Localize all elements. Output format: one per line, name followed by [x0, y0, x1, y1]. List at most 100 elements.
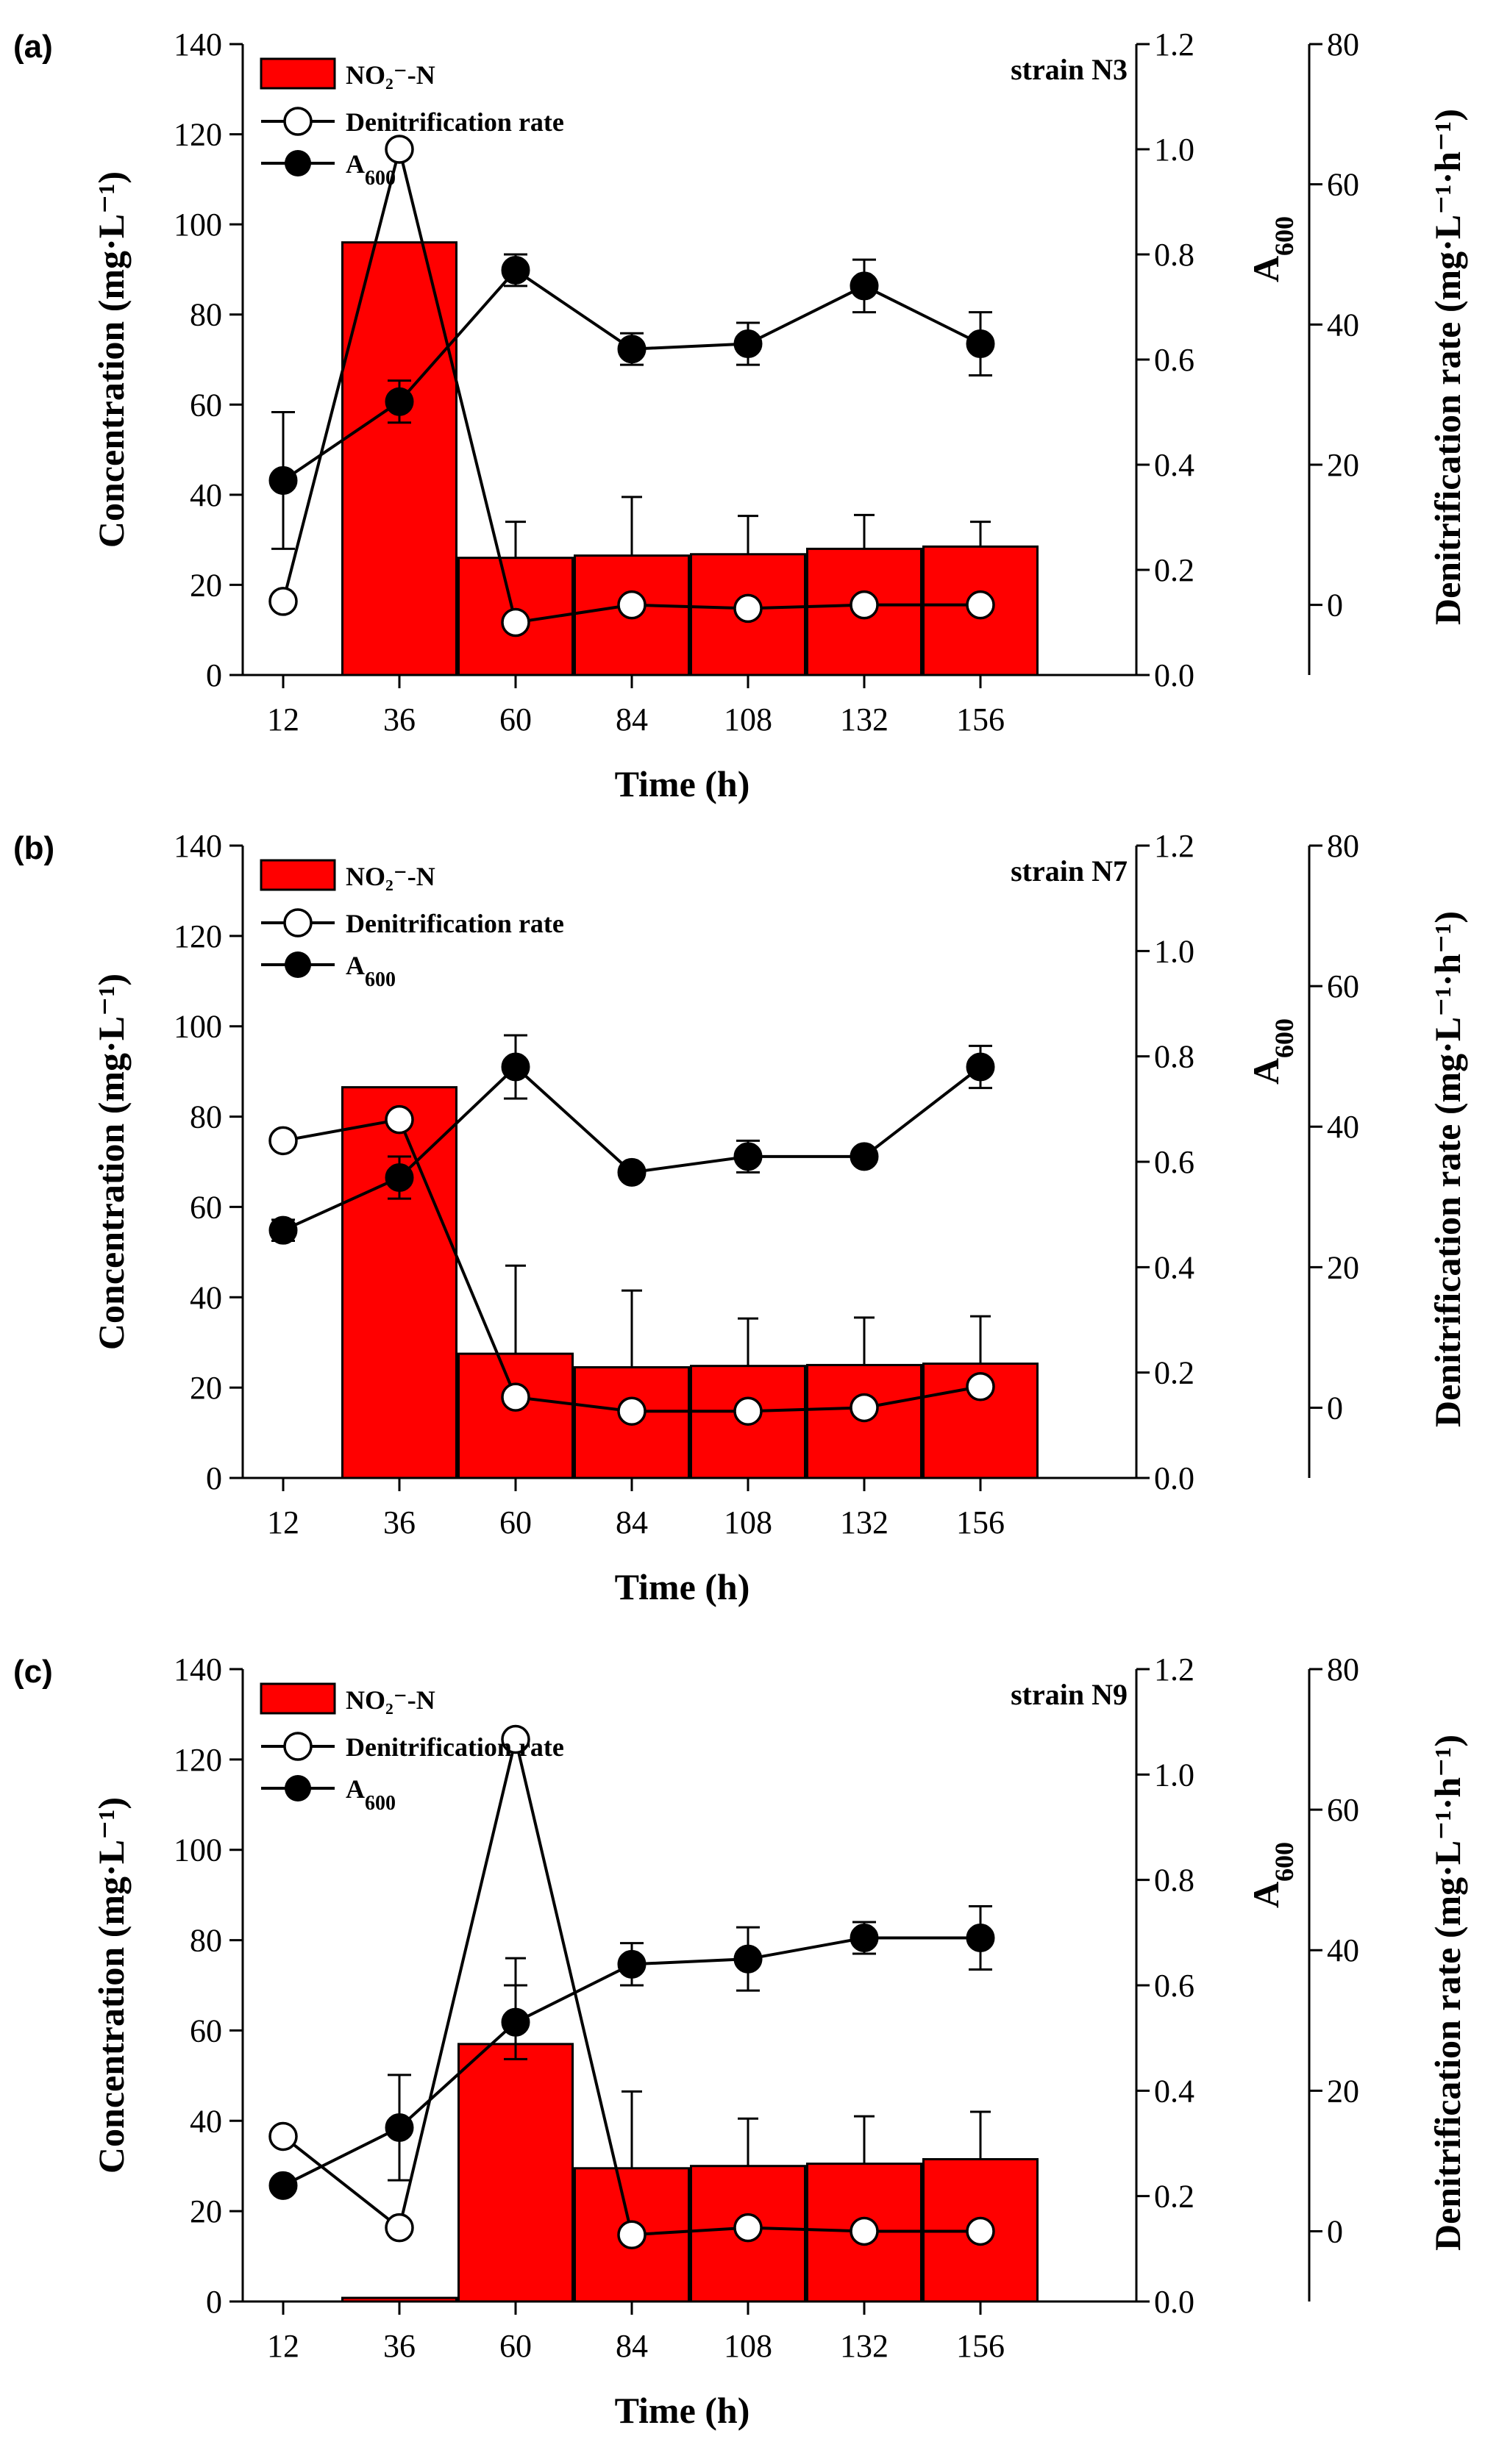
left-tick-label: 20	[190, 2193, 222, 2229]
nitrite-bar	[457, 2043, 574, 2303]
rate-tick-label: 0	[1327, 2213, 1343, 2249]
panel-label: (b)	[13, 830, 54, 866]
legend-swatch-nitrite	[260, 859, 336, 891]
rate-tick-label: 60	[1327, 968, 1359, 1004]
a600-tick-label: 0.4	[1154, 1249, 1194, 1285]
a600-point	[733, 1944, 763, 1974]
a600-tick-label: 1.2	[1154, 1651, 1194, 1688]
x-tick-label: 36	[383, 701, 416, 738]
chart-panel-strain-n3: 0 20 40 60 80 100 120 140 0.0 0.2 0.4 0.6 0.8 1.0 1.2 0…	[13, 26, 1468, 804]
left-tick-label: 80	[190, 297, 222, 333]
rate-point	[268, 587, 298, 616]
x-tick-label: 156	[956, 701, 1005, 738]
left-tick-label: 120	[174, 117, 222, 153]
a600-tick-label: 0.2	[1154, 552, 1194, 588]
x-tick-label: 12	[267, 1504, 299, 1540]
x-tick-label: 132	[840, 1504, 888, 1540]
rate-tick-label: 20	[1327, 447, 1359, 483]
rate-tick-label: 40	[1327, 307, 1359, 343]
rate-axis-title: Denitrification rate (mg·L⁻¹·h⁻¹)	[1427, 1735, 1468, 2251]
nitrite-bar	[341, 2296, 457, 2303]
left-tick-label: 140	[174, 1651, 222, 1688]
legend-swatch-nitrite	[260, 1682, 336, 1715]
x-tick-label: 12	[267, 701, 299, 738]
rate-tick-label: 20	[1327, 2073, 1359, 2109]
strain-label: strain N7	[1011, 854, 1128, 888]
a600-point	[850, 271, 879, 301]
panel-label: (a)	[13, 29, 53, 65]
legend-label-nitrite: NO₂⁻-N	[346, 862, 435, 891]
a600-point	[385, 1163, 414, 1192]
left-tick-label: 120	[174, 1742, 222, 1778]
x-tick-label: 132	[840, 2328, 888, 2364]
a600-point	[268, 1215, 298, 1245]
chart-panel-strain-n7: 0 20 40 60 80 100 120 140 0.0 0.2 0.4 0.6 0.8 1.0 1.2 0…	[13, 828, 1468, 1607]
rate-point	[966, 1372, 995, 1401]
x-tick-label: 84	[616, 701, 648, 738]
left-tick-label: 40	[190, 477, 222, 513]
a600-tick-label: 0.6	[1154, 1968, 1194, 2004]
a600-tick-label: 0.2	[1154, 1355, 1194, 1391]
a600-tick-label: 1.2	[1154, 828, 1194, 864]
a600-tick-label: 0.4	[1154, 447, 1194, 483]
x-tick-label: 108	[724, 701, 772, 738]
a600-point	[966, 1052, 995, 1082]
legend-marker-a600	[285, 951, 311, 978]
legend-swatch-nitrite	[260, 57, 336, 90]
a600-point	[385, 2113, 414, 2142]
panel-label: (c)	[13, 1654, 53, 1690]
rate-tick-label: 80	[1327, 828, 1359, 864]
left-tick-label: 60	[190, 1189, 222, 1225]
rate-point	[617, 1396, 647, 1426]
rate-point	[501, 1724, 530, 1754]
a600-point	[268, 465, 298, 495]
rate-tick-label: 60	[1327, 1792, 1359, 1828]
a600-tick-label: 0.4	[1154, 2073, 1194, 2109]
left-tick-label: 140	[174, 26, 222, 63]
a600-axis-title: A600	[1245, 216, 1299, 282]
a600-point	[268, 2171, 298, 2200]
nitrite-bar	[690, 1365, 806, 1479]
left-tick-label: 80	[190, 1923, 222, 1959]
legend-marker-rate	[283, 1732, 313, 1761]
nitrite-bar	[341, 1086, 457, 1479]
nitrite-bar	[341, 241, 457, 676]
left-tick-label: 0	[206, 657, 222, 693]
legend-label-a600: A600	[346, 1774, 396, 1815]
left-tick-label: 20	[190, 567, 222, 603]
legend-label-nitrite: NO₂⁻-N	[346, 60, 435, 90]
x-tick-label: 60	[499, 2328, 532, 2364]
a600-tick-label: 0.8	[1154, 1863, 1194, 1899]
rate-point	[617, 2220, 647, 2249]
a600-tick-label: 1.0	[1154, 933, 1194, 969]
legend-marker-a600	[285, 1775, 311, 1801]
rate-tick-label: 80	[1327, 26, 1359, 63]
rate-point	[385, 135, 414, 164]
legend-marker-a600	[285, 150, 311, 176]
left-axis-title: Concentration (mg·L⁻¹)	[90, 974, 132, 1350]
a600-tick-label: 0.0	[1154, 2284, 1194, 2320]
a600-tick-label: 1.0	[1154, 132, 1194, 168]
left-tick-label: 100	[174, 207, 222, 243]
rate-tick-label: 80	[1327, 1651, 1359, 1688]
rate-point	[268, 1126, 298, 1156]
rate-point	[733, 1396, 763, 1426]
left-tick-label: 140	[174, 828, 222, 864]
rate-point	[966, 590, 995, 620]
rate-point	[385, 2213, 414, 2243]
rate-point	[733, 593, 763, 624]
legend: NO₂⁻-N Denitrification rate A600	[260, 859, 564, 991]
rate-tick-label: 0	[1327, 588, 1343, 624]
a600-tick-label: 1.0	[1154, 1757, 1194, 1793]
left-axis-title: Concentration (mg·L⁻¹)	[90, 1797, 132, 2174]
a600-point	[501, 255, 530, 285]
legend-label-rate: Denitrification rate	[346, 1732, 564, 1762]
legend-label-a600: A600	[346, 951, 396, 991]
rate-point	[501, 1382, 530, 1412]
a600-tick-label: 0.0	[1154, 657, 1194, 693]
a600-point	[385, 387, 414, 416]
a600-axis-title: A600	[1245, 1018, 1299, 1085]
left-tick-label: 0	[206, 2284, 222, 2320]
x-tick-label: 36	[383, 1504, 416, 1540]
